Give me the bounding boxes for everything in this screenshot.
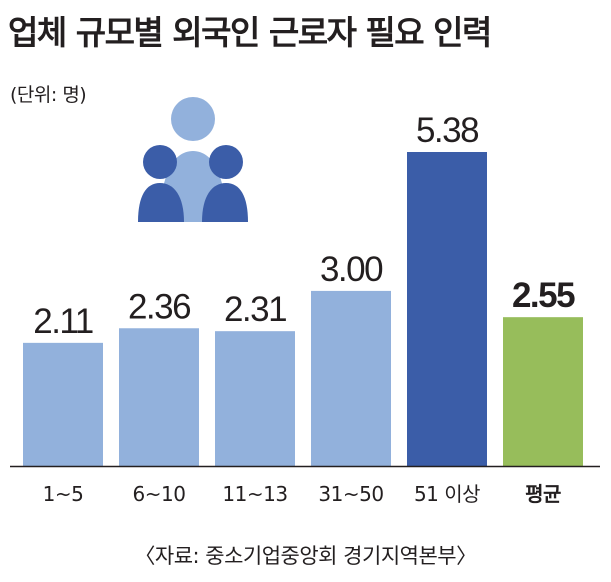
category-label-1: 6~10 bbox=[133, 482, 186, 506]
category-label-5: 평균 bbox=[525, 482, 561, 506]
value-label-0: 2.11 bbox=[33, 302, 93, 341]
value-label-1: 2.36 bbox=[128, 287, 190, 326]
person-center-head bbox=[171, 97, 215, 141]
bar-2 bbox=[215, 331, 295, 466]
value-label-2: 2.31 bbox=[224, 290, 286, 329]
bar-1 bbox=[119, 328, 199, 466]
person-right-head bbox=[209, 145, 243, 179]
value-label-3: 3.00 bbox=[320, 250, 383, 289]
person-right-body bbox=[202, 183, 248, 222]
category-label-0: 1~5 bbox=[43, 482, 84, 506]
bar-3 bbox=[311, 290, 391, 466]
people-group-icon bbox=[138, 97, 248, 222]
value-label-5: 2.55 bbox=[512, 276, 575, 315]
person-left-head bbox=[143, 145, 177, 179]
category-label-3: 31~50 bbox=[318, 482, 383, 506]
chart-title: 업체 규모별 외국인 근로자 필요 인력 bbox=[8, 13, 492, 52]
source-note: 〈자료: 중소기업중앙회 경기지역본부〉 bbox=[134, 544, 477, 568]
person-left-body bbox=[138, 183, 184, 222]
bar-4 bbox=[407, 152, 487, 466]
bar-0 bbox=[23, 342, 103, 466]
bar-5 bbox=[503, 317, 583, 466]
category-label-4: 51 이상 bbox=[414, 482, 480, 506]
category-label-2: 11~13 bbox=[222, 482, 287, 506]
value-label-4: 5.38 bbox=[416, 111, 478, 150]
unit-label: (단위: 명) bbox=[10, 84, 87, 106]
